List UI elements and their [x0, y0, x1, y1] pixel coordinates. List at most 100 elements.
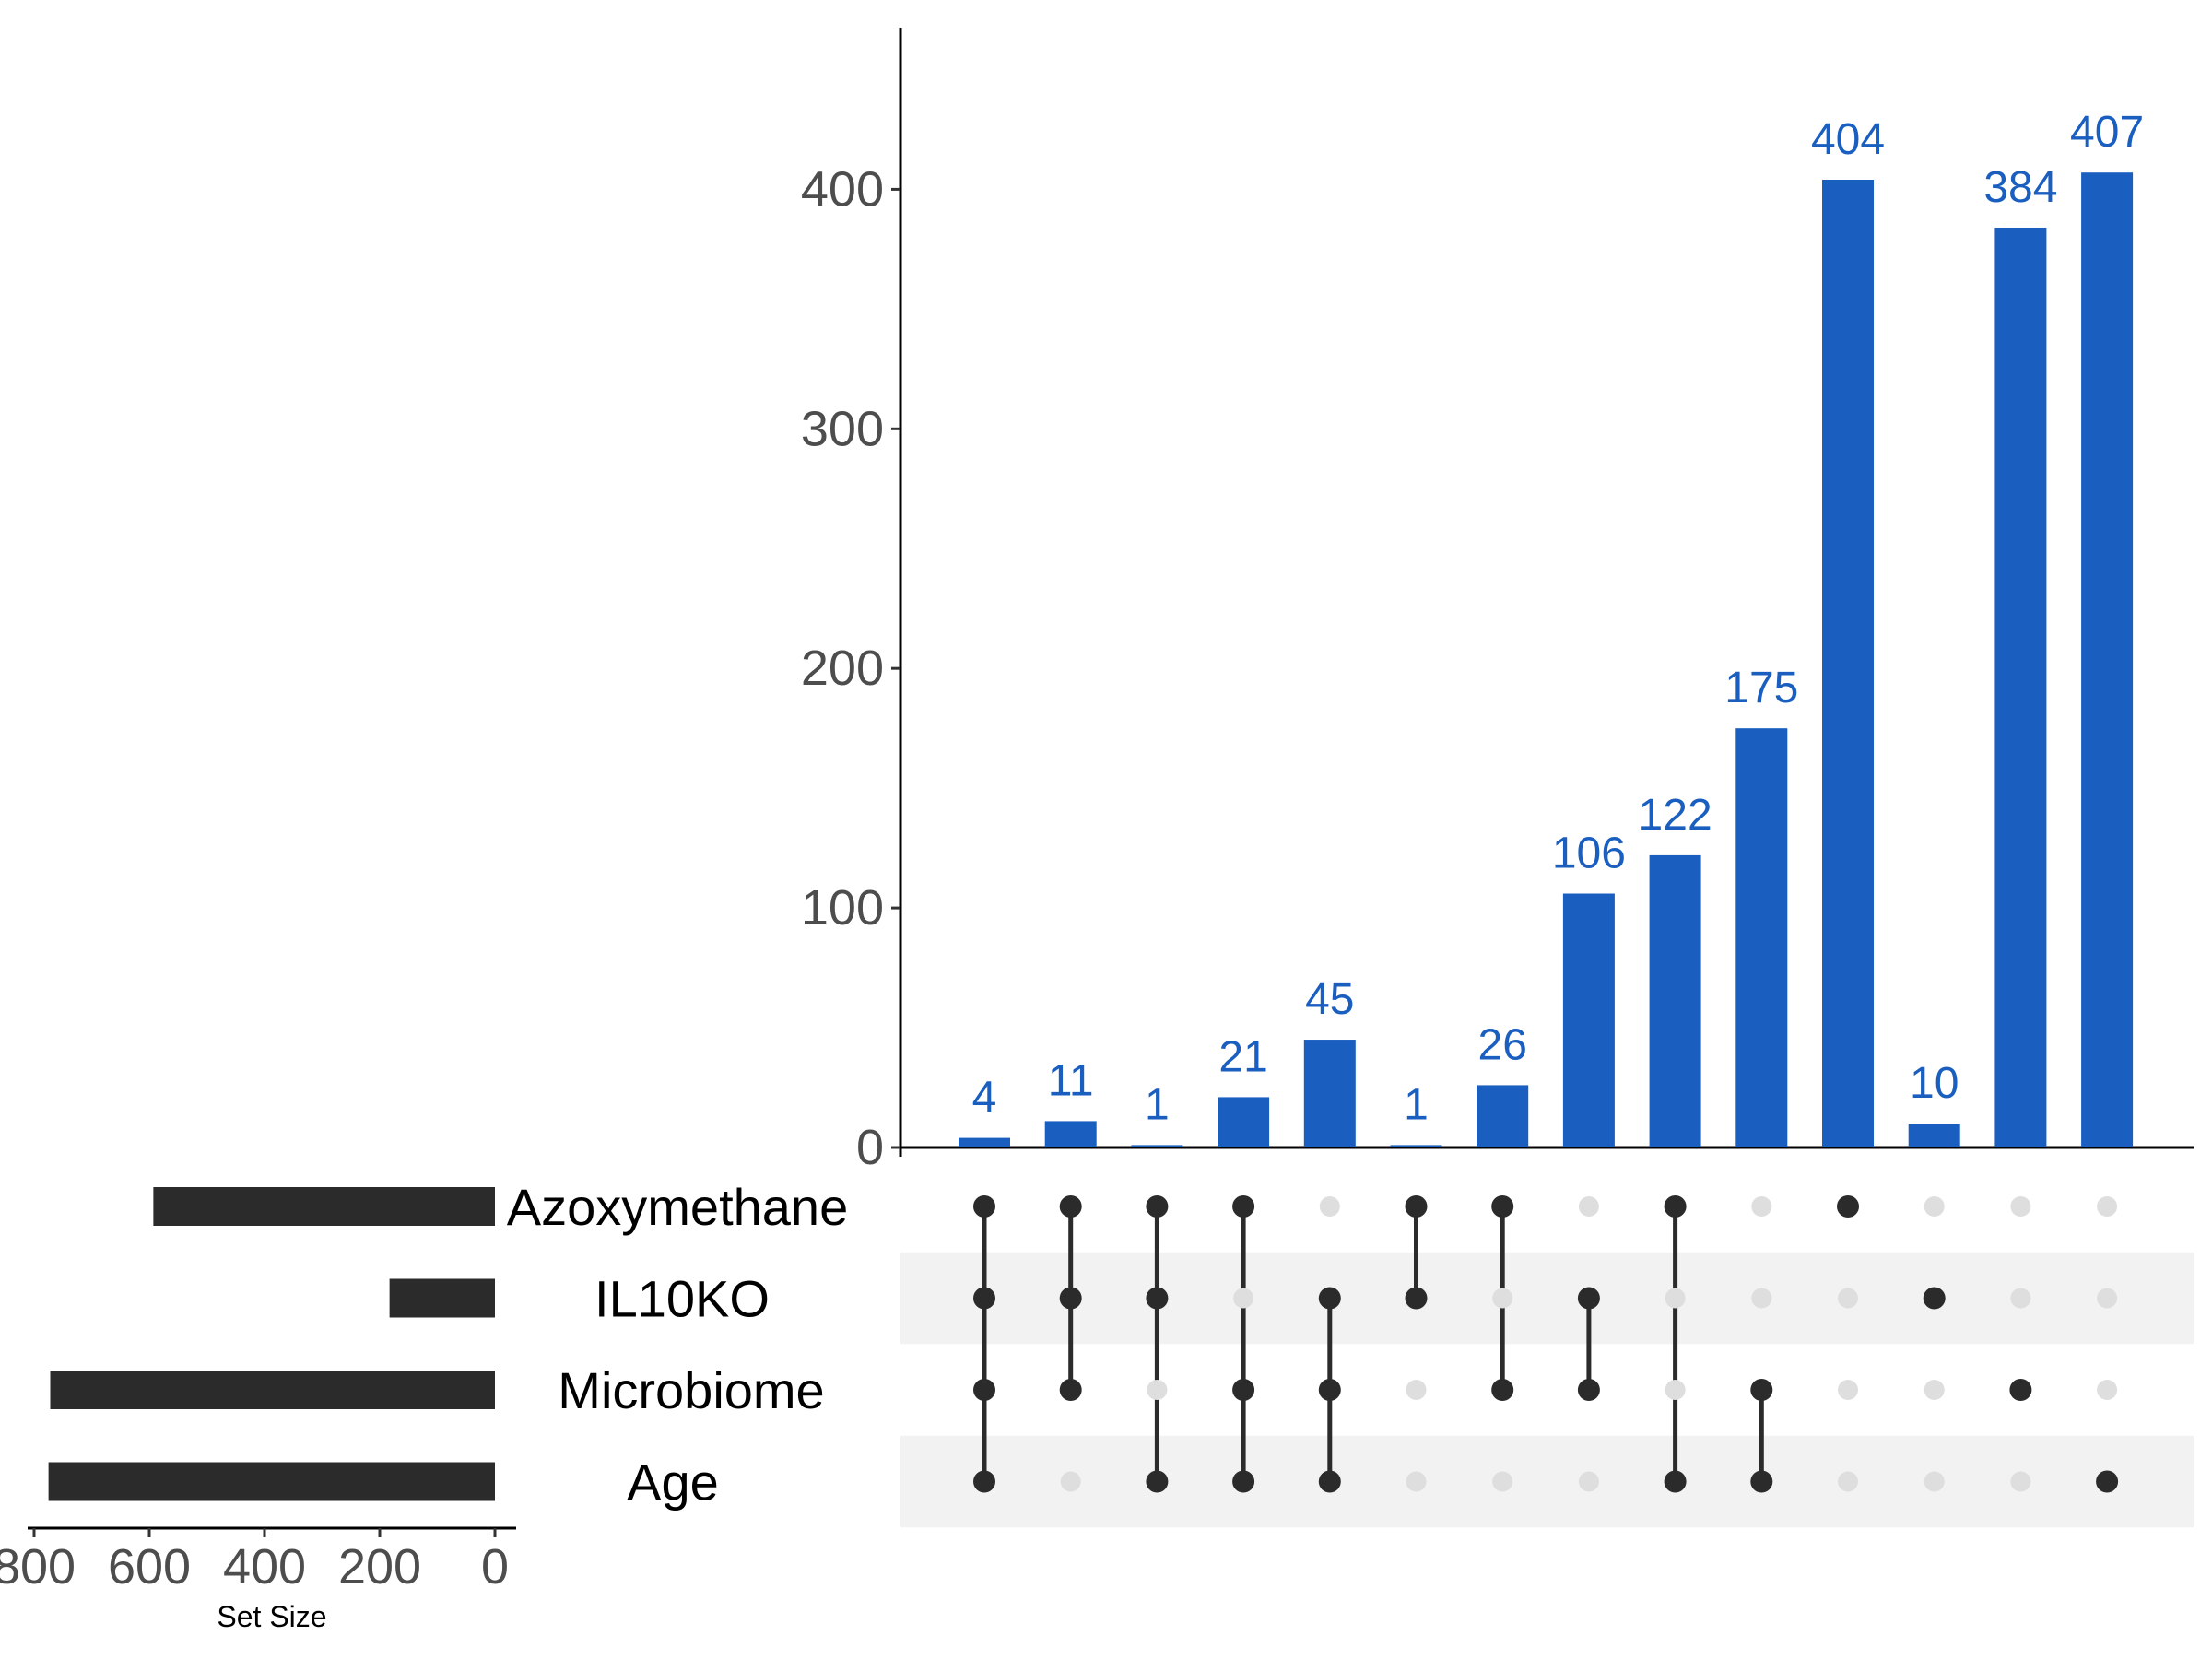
set-name-label: Azoxymethane — [507, 1178, 848, 1236]
matrix-dot-inactive — [1578, 1471, 1599, 1492]
matrix-dot-inactive — [1406, 1471, 1427, 1492]
intersection-bar — [1822, 180, 1874, 1147]
matrix-dot-inactive — [2010, 1471, 2031, 1492]
matrix-row-stripes — [900, 1252, 2194, 1528]
intersection-bar-label: 1 — [1404, 1080, 1429, 1129]
row-stripe — [900, 1435, 2194, 1528]
y-tick-label: 200 — [801, 641, 884, 696]
intersection-bar — [1735, 728, 1788, 1147]
y-tick-label: 0 — [856, 1120, 884, 1175]
intersection-bar-label: 21 — [1218, 1032, 1267, 1081]
intersection-bar-label: 1 — [1145, 1080, 1170, 1129]
matrix-dot-inactive — [2010, 1288, 2031, 1309]
matrix-dot-active — [2009, 1379, 2032, 1401]
matrix-dot-active — [1664, 1470, 1687, 1493]
matrix-dot-inactive — [2010, 1196, 2031, 1217]
intersection-bar — [1562, 893, 1615, 1147]
intersection-bar-label: 384 — [1983, 163, 2057, 212]
set-size-bars — [48, 1187, 495, 1501]
matrix-dot-active — [1059, 1379, 1082, 1401]
matrix-dot-inactive — [1838, 1380, 1858, 1400]
matrix-dot-active — [1750, 1470, 1773, 1493]
intersection-bar-label: 4 — [972, 1074, 997, 1123]
matrix-dot-active — [1232, 1195, 1255, 1218]
intersection-bar-label: 175 — [1724, 664, 1798, 712]
matrix-dot-active — [1577, 1379, 1600, 1401]
set-size-bar — [153, 1187, 495, 1226]
y-tick-label: 100 — [801, 880, 884, 935]
intersection-bar — [959, 1137, 1010, 1147]
matrix-dot-active — [1318, 1470, 1341, 1493]
matrix-dot-active — [1318, 1287, 1341, 1310]
intersection-bar-label: 11 — [1048, 1056, 1094, 1105]
matrix-dot-active — [1750, 1379, 1773, 1401]
intersection-bars — [959, 172, 2134, 1147]
matrix-dot-inactive — [1924, 1196, 1945, 1217]
matrix-dot-inactive — [1665, 1380, 1686, 1400]
matrix-dot-inactive — [1924, 1380, 1945, 1400]
matrix-dot-active — [1923, 1287, 1946, 1310]
intersection-bar — [1390, 1145, 1442, 1147]
matrix-dot-inactive — [1233, 1288, 1254, 1309]
set-size-tick-label: 800 — [0, 1539, 76, 1594]
intersection-bar-label: 10 — [1910, 1059, 1959, 1108]
set-size-bar — [48, 1462, 495, 1501]
matrix-dot-active — [1405, 1195, 1428, 1218]
matrix-dot-active — [1059, 1287, 1082, 1310]
matrix-dot-active — [2096, 1470, 2119, 1493]
intersection-bar — [1477, 1085, 1529, 1147]
intersection-bar — [1908, 1124, 1960, 1147]
matrix-dot-active — [1146, 1470, 1169, 1493]
intersection-bar — [1994, 227, 2047, 1147]
intersection-bar-label: 404 — [1811, 115, 1885, 164]
matrix-dot-inactive — [1060, 1471, 1081, 1492]
matrix-dot-active — [973, 1195, 995, 1218]
set-size-tick-label: 400 — [223, 1539, 306, 1594]
matrix-dot-active — [1059, 1195, 1082, 1218]
matrix-dot-active — [1146, 1287, 1169, 1310]
intersection-bar-label: 106 — [1552, 830, 1626, 878]
matrix-dot-inactive — [1751, 1288, 1772, 1309]
set-size-tick-label: 600 — [108, 1539, 191, 1594]
set-size-axis-title: Set Size — [217, 1600, 326, 1633]
matrix-dot-inactive — [2097, 1196, 2118, 1217]
matrix-dot-inactive — [1751, 1196, 1772, 1217]
set-size-tick-label: 200 — [338, 1539, 421, 1594]
matrix-dot-active — [1232, 1470, 1255, 1493]
matrix-dot-active — [1405, 1287, 1428, 1310]
matrix-dot-active — [1664, 1195, 1687, 1218]
matrix-dot-inactive — [1665, 1288, 1686, 1309]
matrix-dot-inactive — [1492, 1288, 1513, 1309]
matrix-dot-inactive — [1147, 1380, 1168, 1400]
intersection-bar — [1218, 1097, 1270, 1147]
matrix-dot-active — [1491, 1379, 1514, 1401]
intersection-bar — [1303, 1040, 1356, 1147]
intersection-bar — [1131, 1145, 1183, 1147]
set-name-label: IL10KO — [594, 1270, 770, 1328]
set-name-labels: Azoxymethane IL10KO Microbiome Age — [507, 1178, 848, 1512]
set-size-bar — [50, 1371, 495, 1409]
matrix-dot-inactive — [1492, 1471, 1513, 1492]
matrix-dot-inactive — [1319, 1196, 1340, 1217]
intersection-bar-label: 26 — [1478, 1020, 1527, 1069]
y-tick-label: 400 — [801, 161, 884, 217]
matrix-dot-active — [1318, 1379, 1341, 1401]
row-stripe — [900, 1252, 2194, 1345]
matrix-dot-active — [1837, 1195, 1859, 1218]
matrix-dot-active — [973, 1379, 995, 1401]
matrix-dot-inactive — [1578, 1196, 1599, 1217]
matrix-dot-active — [1146, 1195, 1169, 1218]
set-size-tick-label: 0 — [481, 1539, 509, 1594]
matrix-dot-active — [973, 1287, 995, 1310]
set-name-label: Age — [627, 1453, 719, 1512]
intersection-bar-label: 122 — [1639, 791, 1712, 840]
set-name-label: Microbiome — [558, 1361, 824, 1419]
intersection-bar-label: 407 — [2070, 108, 2144, 157]
matrix-dot-inactive — [2097, 1380, 2118, 1400]
membership-matrix — [973, 1195, 2119, 1493]
set-size-axis: 0 200 400 600 800 — [0, 1526, 516, 1594]
intersection-size-axis: 0 100 200 300 400 — [801, 28, 2194, 1175]
matrix-dot-inactive — [1924, 1471, 1945, 1492]
intersection-bar — [1649, 854, 1701, 1147]
